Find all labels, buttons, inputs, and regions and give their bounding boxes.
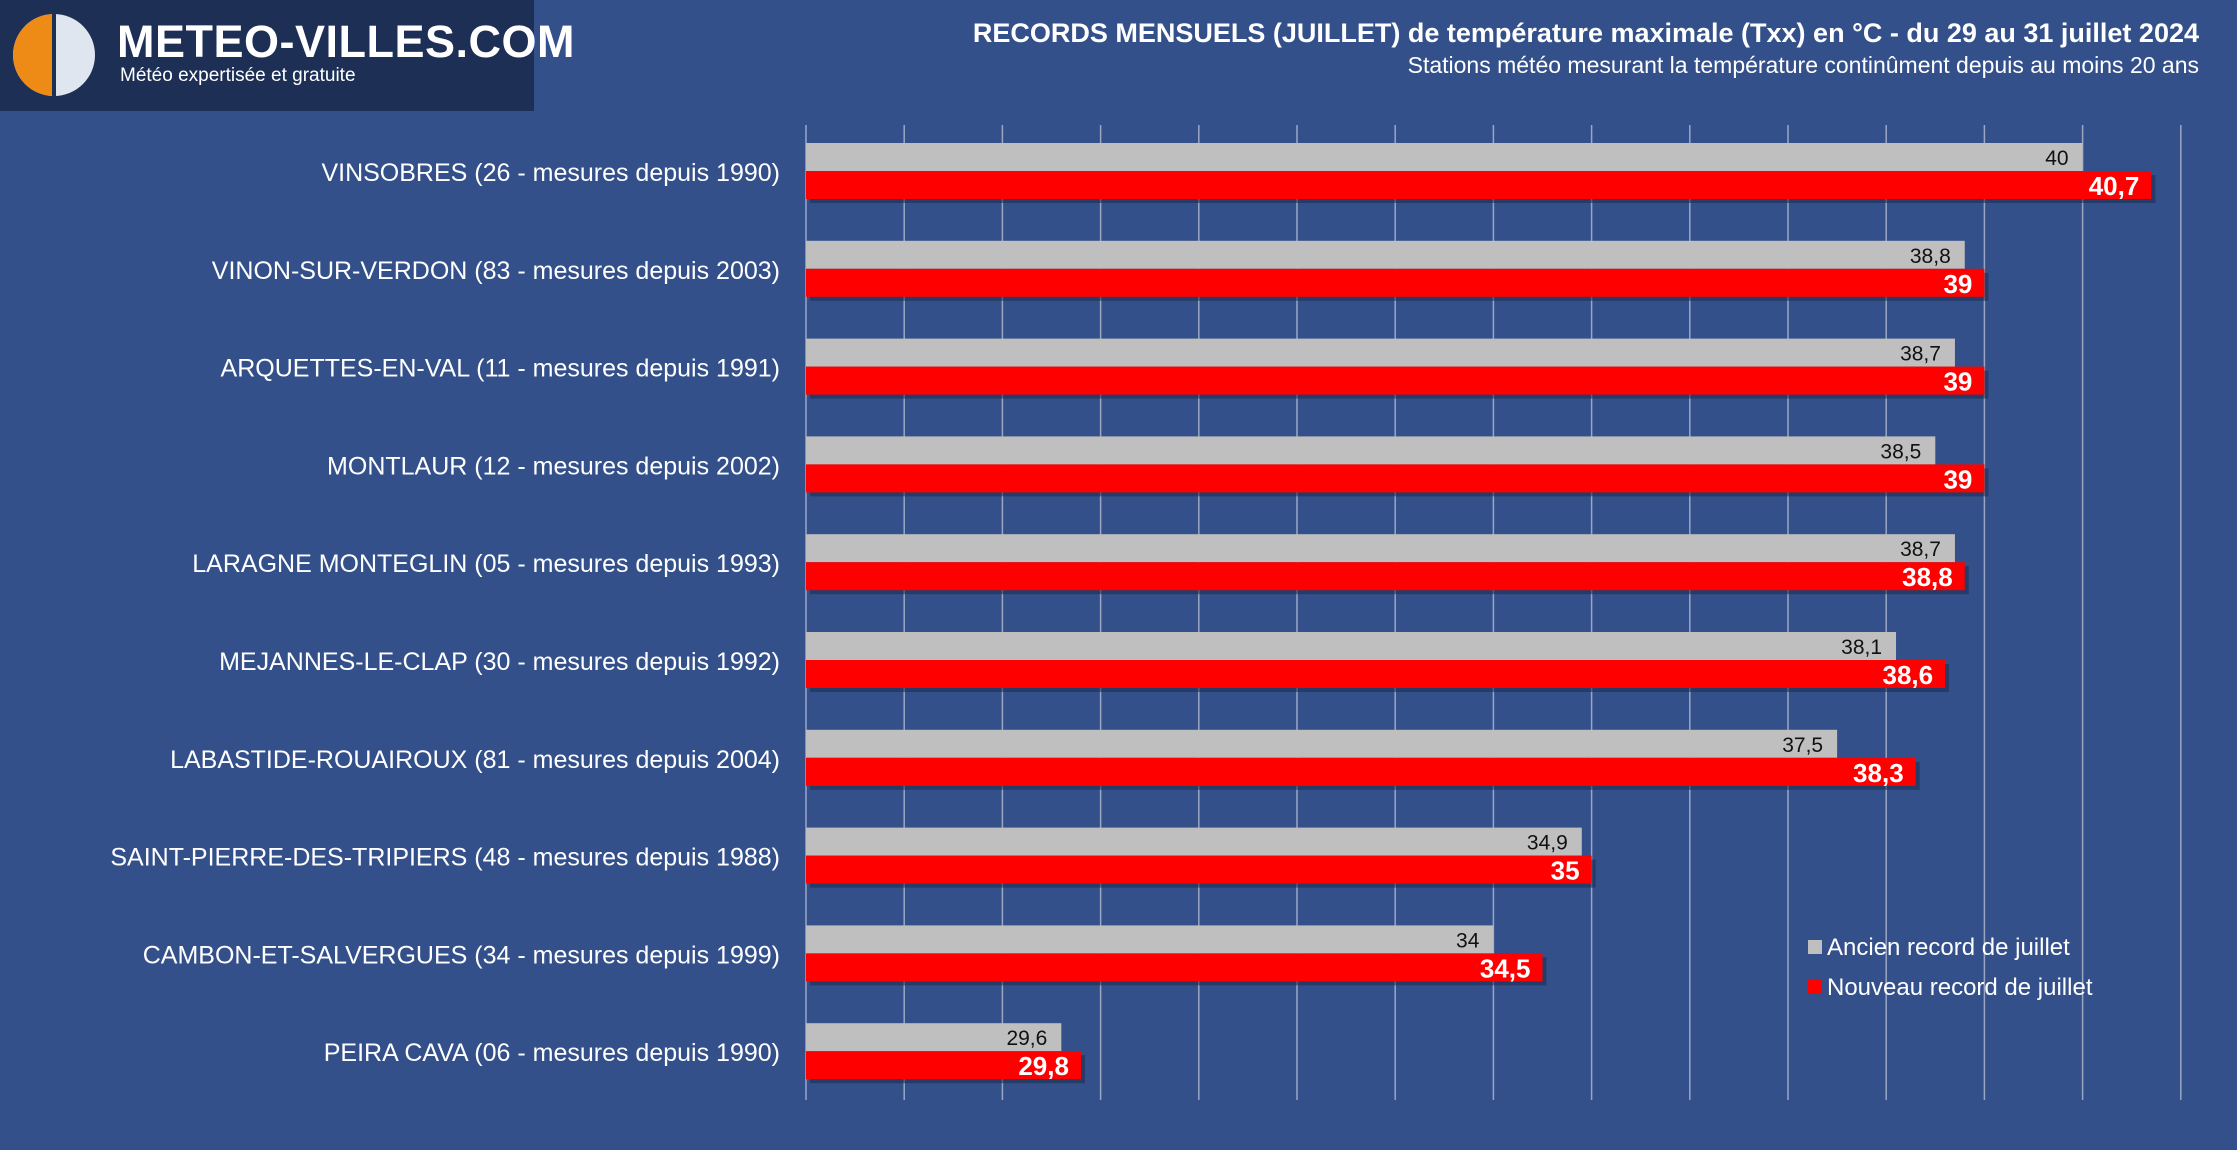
bar-new-record [806, 268, 1985, 297]
data-label-new-record: 29,8 [1018, 1051, 1069, 1081]
category-label: ARQUETTES-EN-VAL (11 - mesures depuis 19… [221, 355, 780, 383]
bar-new-record [806, 171, 2152, 199]
category-label: LABASTIDE-ROUAIROUX (81 - mesures depuis… [170, 746, 780, 774]
data-label-old-record: 37,5 [1782, 734, 1823, 757]
data-label-new-record: 39 [1943, 367, 1972, 397]
data-label-old-record: 38,1 [1841, 636, 1882, 659]
bar-old-record [806, 436, 1936, 465]
bar-new-record [806, 1051, 1081, 1080]
data-label-new-record: 39 [1943, 464, 1972, 494]
chart-subtitle: Stations météo mesurant la température c… [1407, 52, 2199, 78]
brand-tagline: Météo expertisée et gratuite [120, 65, 356, 86]
bar-old-record [806, 632, 1897, 660]
data-label-old-record: 29,6 [1006, 1027, 1047, 1050]
legend-label: Ancien record de juillet [1827, 934, 2070, 961]
category-label: SAINT-PIERRE-DES-TRIPIERS (48 - mesures … [110, 844, 780, 872]
logo-banner: METEO-VILLES.COM Météo expertisée et gra… [0, 0, 575, 111]
category-label: MONTLAUR (12 - mesures depuis 2002) [327, 452, 780, 480]
category-label: PEIRA CAVA (06 - mesures depuis 1990) [324, 1039, 780, 1067]
data-label-new-record: 38,6 [1883, 660, 1934, 690]
data-label-old-record: 38,8 [1910, 245, 1951, 268]
data-label-old-record: 40 [2045, 147, 2068, 170]
bar-new-record [806, 953, 1543, 982]
bar-old-record [806, 338, 1955, 367]
data-label-new-record: 40,7 [2089, 171, 2140, 201]
chart-title: RECORDS MENSUELS (JUILLET) de températur… [972, 18, 2199, 48]
bar-old-record [806, 827, 1582, 856]
category-label: VINON-SUR-VERDON (83 - mesures depuis 20… [212, 257, 780, 285]
brand-name: METEO-VILLES.COM [117, 16, 575, 67]
category-label: CAMBON-ET-SALVERGUES (34 - mesures depui… [143, 941, 780, 969]
data-label-old-record: 38,7 [1900, 538, 1941, 561]
bar-new-record [806, 660, 1946, 688]
legend-label: Nouveau record de juillet [1827, 974, 2093, 1001]
data-label-old-record: 34 [1456, 929, 1480, 952]
bar-old-record [806, 925, 1494, 954]
bar-old-record [806, 143, 2083, 171]
legend-swatch [1808, 940, 1822, 954]
data-label-new-record: 39 [1943, 269, 1972, 299]
data-label-old-record: 34,9 [1527, 832, 1568, 855]
bar-new-record [806, 757, 1916, 786]
bar-new-record [806, 464, 1985, 493]
bar-old-record [806, 534, 1955, 563]
data-label-new-record: 35 [1551, 856, 1580, 886]
data-label-new-record: 38,8 [1902, 562, 1953, 592]
bar-new-record [806, 855, 1592, 884]
data-label-old-record: 38,7 [1900, 343, 1941, 366]
data-label-old-record: 38,5 [1880, 440, 1921, 463]
data-label-new-record: 34,5 [1480, 953, 1531, 983]
bar-new-record [806, 366, 1985, 395]
moon-logo-icon [13, 14, 95, 96]
category-label: MEJANNES-LE-CLAP (30 - mesures depuis 19… [219, 648, 780, 676]
bar-old-record [806, 240, 1965, 269]
bar-old-record [806, 729, 1838, 758]
data-label-new-record: 38,3 [1853, 758, 1904, 788]
category-label: LARAGNE MONTEGLIN (05 - mesures depuis 1… [192, 550, 780, 578]
bar-new-record [806, 562, 1965, 591]
legend-swatch [1808, 980, 1822, 994]
category-label: VINSOBRES (26 - mesures depuis 1990) [321, 159, 780, 187]
bar-old-record [806, 1023, 1062, 1052]
